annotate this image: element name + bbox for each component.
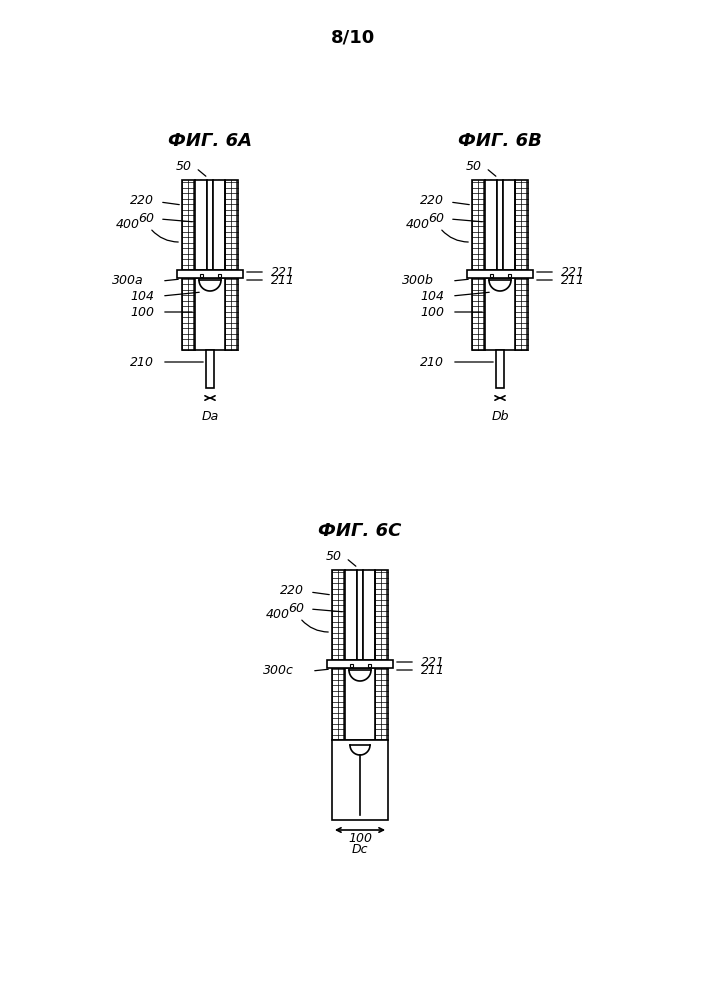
Bar bbox=[472, 180, 485, 270]
Bar bbox=[195, 180, 207, 270]
Bar bbox=[472, 278, 485, 350]
Text: 400: 400 bbox=[266, 608, 290, 621]
Text: ФИГ. 6С: ФИГ. 6С bbox=[318, 522, 402, 540]
Text: Db: Db bbox=[491, 410, 509, 423]
Text: 100: 100 bbox=[420, 306, 444, 318]
Bar bbox=[332, 668, 345, 740]
Bar bbox=[467, 270, 533, 278]
Text: 221: 221 bbox=[561, 265, 585, 278]
Text: 104: 104 bbox=[130, 290, 154, 302]
Text: 400: 400 bbox=[406, 219, 430, 232]
Text: 8/10: 8/10 bbox=[331, 28, 375, 46]
Text: 300b: 300b bbox=[402, 274, 434, 288]
Text: Da: Da bbox=[201, 410, 218, 423]
Text: 60: 60 bbox=[138, 212, 154, 225]
Text: 400: 400 bbox=[116, 219, 140, 232]
Text: ФИГ. 6А: ФИГ. 6А bbox=[168, 132, 252, 150]
Bar bbox=[503, 180, 515, 270]
Text: 50: 50 bbox=[326, 550, 342, 562]
Bar bbox=[349, 664, 353, 667]
Bar bbox=[375, 570, 388, 660]
Bar bbox=[368, 664, 370, 667]
Bar bbox=[182, 180, 195, 270]
Bar bbox=[332, 570, 345, 660]
Bar bbox=[375, 668, 388, 740]
Text: 210: 210 bbox=[420, 356, 444, 368]
Polygon shape bbox=[489, 280, 511, 291]
Text: 60: 60 bbox=[288, 601, 304, 614]
Text: 220: 220 bbox=[280, 584, 304, 596]
Polygon shape bbox=[349, 670, 371, 681]
Bar bbox=[363, 570, 375, 660]
Bar bbox=[357, 570, 363, 660]
Text: ФИГ. 6В: ФИГ. 6В bbox=[458, 132, 542, 150]
Bar bbox=[332, 740, 388, 820]
Bar bbox=[496, 350, 504, 388]
Bar bbox=[345, 570, 357, 660]
Text: 60: 60 bbox=[428, 212, 444, 225]
Text: 211: 211 bbox=[421, 664, 445, 676]
Polygon shape bbox=[199, 280, 221, 291]
Bar bbox=[497, 180, 503, 270]
Text: Dc: Dc bbox=[352, 843, 368, 856]
Text: 50: 50 bbox=[466, 159, 482, 172]
Text: 300a: 300a bbox=[112, 274, 144, 288]
Text: 100: 100 bbox=[130, 306, 154, 318]
Bar bbox=[213, 180, 225, 270]
Text: 210: 210 bbox=[130, 356, 154, 368]
Bar bbox=[177, 270, 243, 278]
Bar bbox=[195, 278, 225, 350]
Bar bbox=[489, 274, 493, 277]
Bar bbox=[225, 180, 238, 270]
Text: 100: 100 bbox=[348, 832, 372, 845]
Text: 221: 221 bbox=[271, 265, 295, 278]
Bar bbox=[485, 180, 497, 270]
Bar bbox=[508, 274, 510, 277]
Text: 211: 211 bbox=[561, 273, 585, 286]
Text: 104: 104 bbox=[420, 290, 444, 302]
Polygon shape bbox=[350, 745, 370, 755]
Text: 220: 220 bbox=[130, 194, 154, 207]
Bar bbox=[218, 274, 221, 277]
Bar bbox=[207, 180, 213, 270]
Bar bbox=[515, 180, 528, 270]
Bar bbox=[206, 350, 214, 388]
Text: 220: 220 bbox=[420, 194, 444, 207]
Bar bbox=[199, 274, 202, 277]
Bar bbox=[327, 660, 393, 668]
Text: 300c: 300c bbox=[263, 664, 294, 678]
Bar bbox=[345, 668, 375, 740]
Bar bbox=[182, 278, 195, 350]
Bar bbox=[225, 278, 238, 350]
Bar bbox=[515, 278, 528, 350]
Text: 221: 221 bbox=[421, 656, 445, 668]
Text: 211: 211 bbox=[271, 273, 295, 286]
Bar bbox=[485, 278, 515, 350]
Text: 50: 50 bbox=[176, 159, 192, 172]
